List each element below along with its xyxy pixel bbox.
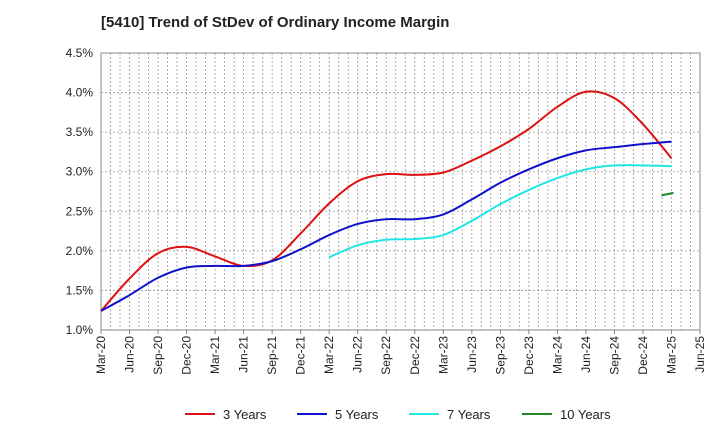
x-tick-label: Dec-23 — [522, 336, 536, 375]
chart-title: [5410] Trend of StDev of Ordinary Income… — [101, 14, 450, 31]
x-tick-label: Mar-20 — [94, 336, 108, 374]
x-tick-label: Jun-21 — [237, 336, 251, 373]
x-tick-label: Mar-21 — [208, 336, 222, 374]
y-tick-label: 1.5% — [66, 283, 94, 297]
y-tick-label: 3.0% — [66, 165, 94, 179]
legend-label: 7 Years — [447, 407, 491, 422]
series-line-7-years — [328, 164, 672, 259]
series-line-10-years — [661, 191, 674, 197]
x-tick-label: Sep-23 — [493, 336, 507, 375]
series-line-3-years — [100, 90, 673, 312]
x-tick-label: Jun-25 — [693, 336, 707, 373]
x-tick-label: Dec-21 — [294, 336, 308, 375]
x-tick-label: Sep-24 — [607, 336, 621, 375]
y-tick-label: 4.0% — [66, 86, 94, 100]
plot-border — [100, 52, 701, 331]
y-tick-label: 2.0% — [66, 244, 94, 258]
y-tick-label: 3.5% — [66, 125, 94, 139]
plot-area — [101, 53, 700, 330]
x-tick-label: Mar-22 — [322, 336, 336, 374]
x-tick-label: Dec-24 — [636, 336, 650, 375]
x-tick-label: Jun-24 — [579, 336, 593, 373]
y-tick-label: 1.0% — [66, 323, 94, 337]
x-tick-label: Jun-23 — [465, 336, 479, 373]
x-tick-label: Dec-20 — [180, 336, 194, 375]
series-line-5-years — [100, 140, 672, 312]
x-tick-label: Jun-20 — [123, 336, 137, 373]
legend-label: 10 Years — [560, 407, 611, 422]
x-tick-label: Sep-21 — [265, 336, 279, 375]
x-tick-label: Jun-22 — [351, 336, 365, 373]
x-tick-label: Mar-25 — [664, 336, 678, 374]
legend-label: 3 Years — [223, 407, 267, 422]
x-tick-label: Mar-23 — [436, 336, 450, 374]
y-tick-label: 4.5% — [66, 46, 94, 60]
y-tick-label: 2.5% — [66, 204, 94, 218]
legend-label: 5 Years — [335, 407, 379, 422]
x-tick-label: Dec-22 — [408, 336, 422, 375]
x-tick-label: Mar-24 — [550, 336, 564, 374]
x-tick-label: Sep-20 — [151, 336, 165, 375]
x-tick-label: Sep-22 — [379, 336, 393, 375]
